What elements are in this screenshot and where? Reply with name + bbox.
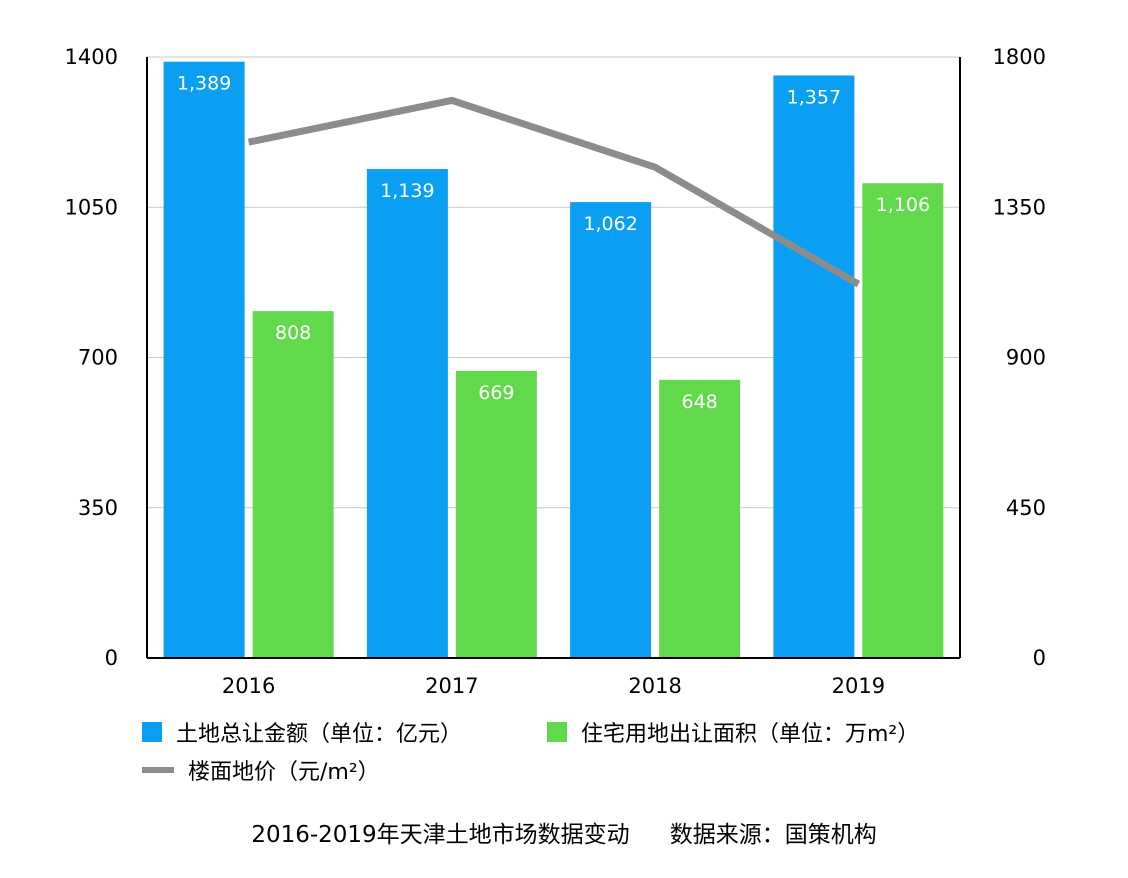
bar-data-label: 1,389 — [177, 73, 231, 95]
bar-data-label: 1,062 — [583, 213, 637, 235]
tick-labels: 0 350 700 1050 1400 0 450 900 1350 1800 2016 2017 20… — [65, 45, 1046, 698]
y-right-tick-label: 0 — [1033, 646, 1046, 670]
y-right-tick-label: 900 — [1006, 346, 1046, 370]
bar — [366, 169, 448, 658]
y-right-tick-label: 1800 — [993, 45, 1046, 69]
bar-data-label: 669 — [478, 382, 514, 404]
bar — [570, 202, 652, 658]
y-right-tick-label: 1350 — [993, 195, 1046, 219]
x-tick-label: 2016 — [222, 674, 275, 698]
bars: 1,389 808 1,139 669 1,062 648 1,357 1,106 — [163, 61, 944, 658]
y-left-tick-label: 350 — [78, 496, 118, 520]
y-left-tick-label: 0 — [105, 646, 118, 670]
caption-source: 数据来源：国策机构 — [669, 822, 877, 848]
bar-data-label: 648 — [681, 391, 717, 413]
y-left-tick-label: 700 — [78, 346, 118, 370]
x-tick-label: 2017 — [425, 674, 478, 698]
bar-data-label: 1,357 — [787, 86, 841, 108]
y-left-tick-label: 1050 — [65, 195, 118, 219]
axes — [146, 57, 961, 659]
line-series — [247, 96, 861, 288]
x-tick-label: 2019 — [832, 674, 885, 698]
caption-title: 2016-2019年天津土地市场数据变动 — [251, 822, 630, 848]
y-left-tick-label: 1400 — [65, 45, 118, 69]
bar-data-label: 1,139 — [380, 180, 434, 202]
y-right-tick-label: 450 — [1006, 496, 1046, 520]
x-tick-label: 2018 — [628, 674, 681, 698]
line-series-path — [247, 96, 861, 288]
bar-data-label: 1,106 — [876, 194, 930, 216]
bar — [862, 183, 944, 658]
bar — [163, 61, 245, 658]
bar — [252, 311, 334, 658]
chart-caption: 2016-2019年天津土地市场数据变动 数据来源：国策机构 — [0, 815, 1128, 849]
bar — [773, 75, 855, 658]
bar — [455, 370, 537, 658]
bar — [659, 379, 741, 658]
bar-data-label: 808 — [275, 322, 311, 344]
